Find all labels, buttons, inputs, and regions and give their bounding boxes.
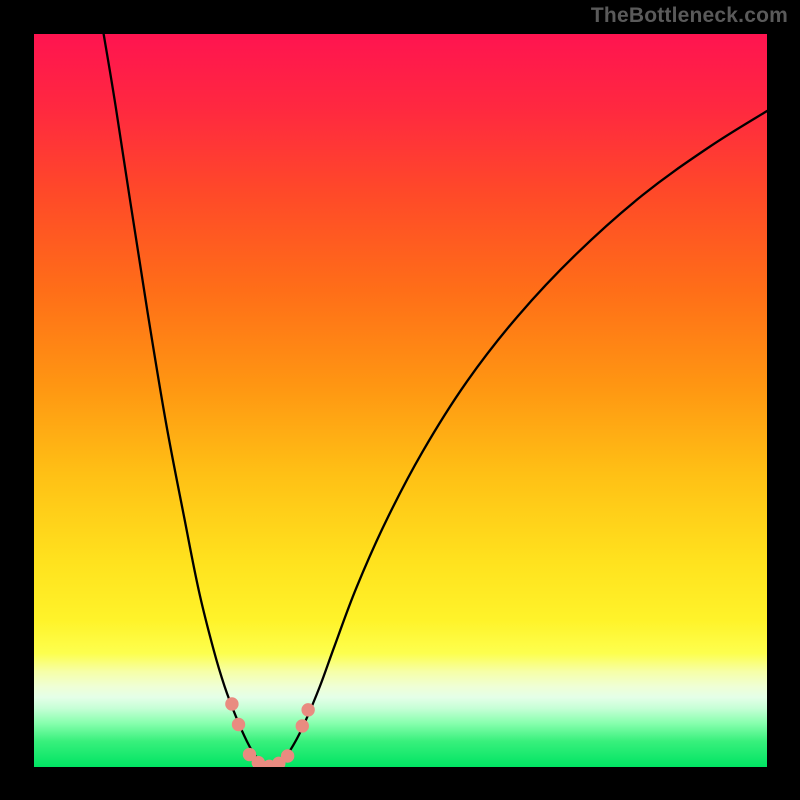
chart-stage: TheBottleneck.com <box>0 0 800 800</box>
marker-dot <box>296 720 308 732</box>
marker-dot <box>302 704 314 716</box>
marker-dot <box>281 750 293 762</box>
watermark-label: TheBottleneck.com <box>591 4 788 28</box>
marker-dot <box>226 698 238 710</box>
chart-svg <box>0 0 800 800</box>
marker-dot <box>232 718 244 730</box>
plot-area <box>34 34 767 767</box>
